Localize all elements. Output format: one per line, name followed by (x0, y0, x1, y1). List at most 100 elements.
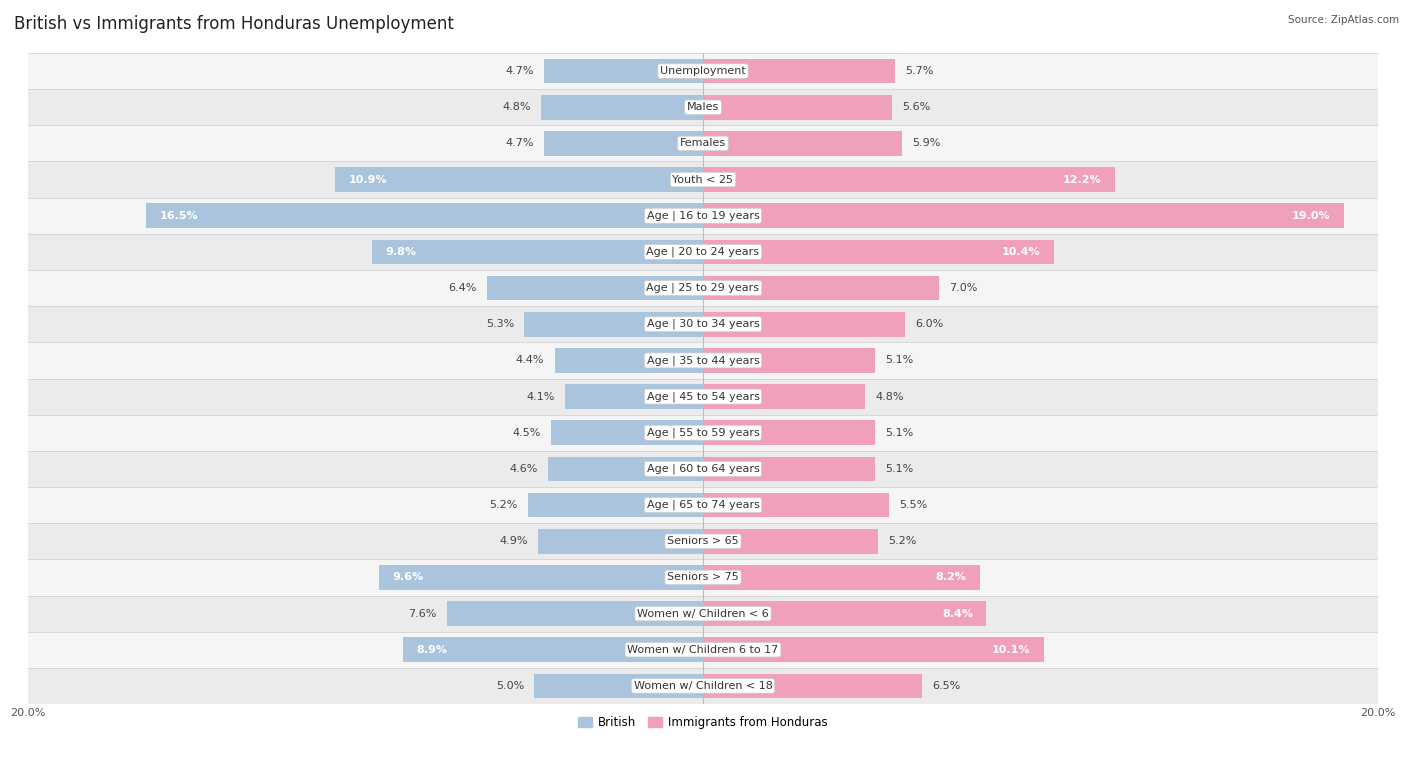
Bar (335, 167, 703, 192)
Text: Seniors > 65: Seniors > 65 (668, 536, 738, 547)
Bar (28, 523, 1378, 559)
Bar (703, 204, 1344, 228)
Text: British vs Immigrants from Honduras Unemployment: British vs Immigrants from Honduras Unem… (14, 15, 454, 33)
Text: 5.2%: 5.2% (489, 500, 517, 510)
Text: 5.1%: 5.1% (886, 464, 914, 474)
Text: Age | 55 to 59 years: Age | 55 to 59 years (647, 428, 759, 438)
Text: 8.4%: 8.4% (942, 609, 973, 618)
Text: 9.6%: 9.6% (392, 572, 423, 582)
Bar (534, 674, 703, 698)
Text: 7.6%: 7.6% (408, 609, 436, 618)
Text: 5.1%: 5.1% (886, 356, 914, 366)
Bar (28, 415, 1378, 451)
Bar (28, 53, 1378, 89)
Bar (703, 95, 891, 120)
Text: 19.0%: 19.0% (1292, 210, 1330, 221)
Text: 5.7%: 5.7% (905, 66, 934, 76)
Bar (565, 385, 703, 409)
Text: 6.5%: 6.5% (932, 681, 960, 691)
Text: 4.8%: 4.8% (502, 102, 531, 112)
Bar (28, 668, 1378, 704)
Text: 4.8%: 4.8% (875, 391, 904, 401)
Bar (28, 89, 1378, 126)
Text: 16.5%: 16.5% (160, 210, 198, 221)
Bar (703, 385, 865, 409)
Bar (28, 596, 1378, 631)
Text: 5.5%: 5.5% (898, 500, 927, 510)
Bar (548, 456, 703, 481)
Bar (28, 198, 1378, 234)
Text: Women w/ Children < 18: Women w/ Children < 18 (634, 681, 772, 691)
Text: Age | 45 to 54 years: Age | 45 to 54 years (647, 391, 759, 402)
Text: 10.1%: 10.1% (991, 645, 1031, 655)
Bar (447, 601, 703, 626)
Text: Age | 60 to 64 years: Age | 60 to 64 years (647, 464, 759, 474)
Bar (703, 59, 896, 83)
Bar (28, 378, 1378, 415)
Text: Women w/ Children < 6: Women w/ Children < 6 (637, 609, 769, 618)
Bar (28, 306, 1378, 342)
Text: Females: Females (681, 139, 725, 148)
Text: 5.3%: 5.3% (486, 319, 515, 329)
Bar (703, 529, 879, 553)
Bar (703, 601, 987, 626)
Bar (28, 161, 1378, 198)
Bar (544, 59, 703, 83)
Bar (554, 348, 703, 372)
Legend: British, Immigrants from Honduras: British, Immigrants from Honduras (574, 712, 832, 734)
Text: 8.2%: 8.2% (935, 572, 966, 582)
Bar (524, 312, 703, 337)
Text: 4.7%: 4.7% (506, 66, 534, 76)
Text: 4.6%: 4.6% (509, 464, 537, 474)
Text: 10.4%: 10.4% (1002, 247, 1040, 257)
Bar (703, 565, 980, 590)
Text: Unemployment: Unemployment (661, 66, 745, 76)
Bar (28, 234, 1378, 270)
Text: 4.7%: 4.7% (506, 139, 534, 148)
Bar (28, 451, 1378, 487)
Text: 4.1%: 4.1% (526, 391, 554, 401)
Bar (537, 529, 703, 553)
Text: 6.0%: 6.0% (915, 319, 943, 329)
Text: 12.2%: 12.2% (1063, 175, 1101, 185)
Bar (486, 276, 703, 301)
Text: Youth < 25: Youth < 25 (672, 175, 734, 185)
Bar (541, 95, 703, 120)
Text: 9.8%: 9.8% (385, 247, 416, 257)
Text: 5.9%: 5.9% (912, 139, 941, 148)
Bar (527, 493, 703, 517)
Bar (373, 240, 703, 264)
Bar (28, 126, 1378, 161)
Bar (703, 420, 875, 445)
Bar (28, 487, 1378, 523)
Text: Age | 25 to 29 years: Age | 25 to 29 years (647, 283, 759, 293)
Bar (703, 240, 1054, 264)
Bar (402, 637, 703, 662)
Bar (380, 565, 703, 590)
Text: Source: ZipAtlas.com: Source: ZipAtlas.com (1288, 15, 1399, 25)
Bar (544, 131, 703, 156)
Text: 4.9%: 4.9% (499, 536, 527, 547)
Bar (551, 420, 703, 445)
Text: 6.4%: 6.4% (449, 283, 477, 293)
Text: Age | 30 to 34 years: Age | 30 to 34 years (647, 319, 759, 329)
Text: 5.0%: 5.0% (496, 681, 524, 691)
Bar (703, 276, 939, 301)
Text: Age | 65 to 74 years: Age | 65 to 74 years (647, 500, 759, 510)
Bar (703, 131, 903, 156)
Bar (703, 637, 1043, 662)
Text: 4.5%: 4.5% (513, 428, 541, 438)
Text: 10.9%: 10.9% (349, 175, 387, 185)
Bar (28, 342, 1378, 378)
Text: Seniors > 75: Seniors > 75 (666, 572, 740, 582)
Bar (703, 456, 875, 481)
Bar (703, 312, 905, 337)
Bar (703, 674, 922, 698)
Text: 4.4%: 4.4% (516, 356, 544, 366)
Bar (28, 631, 1378, 668)
Bar (146, 204, 703, 228)
Bar (703, 348, 875, 372)
Text: 5.6%: 5.6% (903, 102, 931, 112)
Text: Males: Males (688, 102, 718, 112)
Text: Age | 16 to 19 years: Age | 16 to 19 years (647, 210, 759, 221)
